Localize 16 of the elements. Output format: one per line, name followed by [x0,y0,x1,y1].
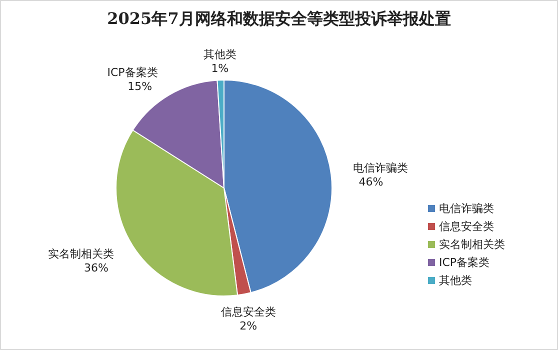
data-label: 46% [358,176,384,189]
slice-label: 实名制相关类 [48,248,114,261]
data-label: 2% [240,320,258,333]
data-label: 15% [128,80,152,94]
chart-title: 2025年7月网络和数据安全等类型投诉举报处置 [107,9,451,28]
data-label: 1% [211,62,229,76]
slice-label: 其他类 [203,48,236,62]
data-label: 36% [84,262,108,275]
slice-label: ICP备案类 [107,66,158,80]
slice-label: 信息安全类 [220,306,276,319]
legend-label: 实名制相关类 [439,238,505,251]
legend-label: 其他类 [439,274,472,287]
legend-label: 电信诈骗类 [439,202,494,215]
legend-label: 信息安全类 [439,220,494,233]
slice-label: 电信诈骗类 [352,162,408,175]
legend-label: ICP备案类 [439,256,490,269]
